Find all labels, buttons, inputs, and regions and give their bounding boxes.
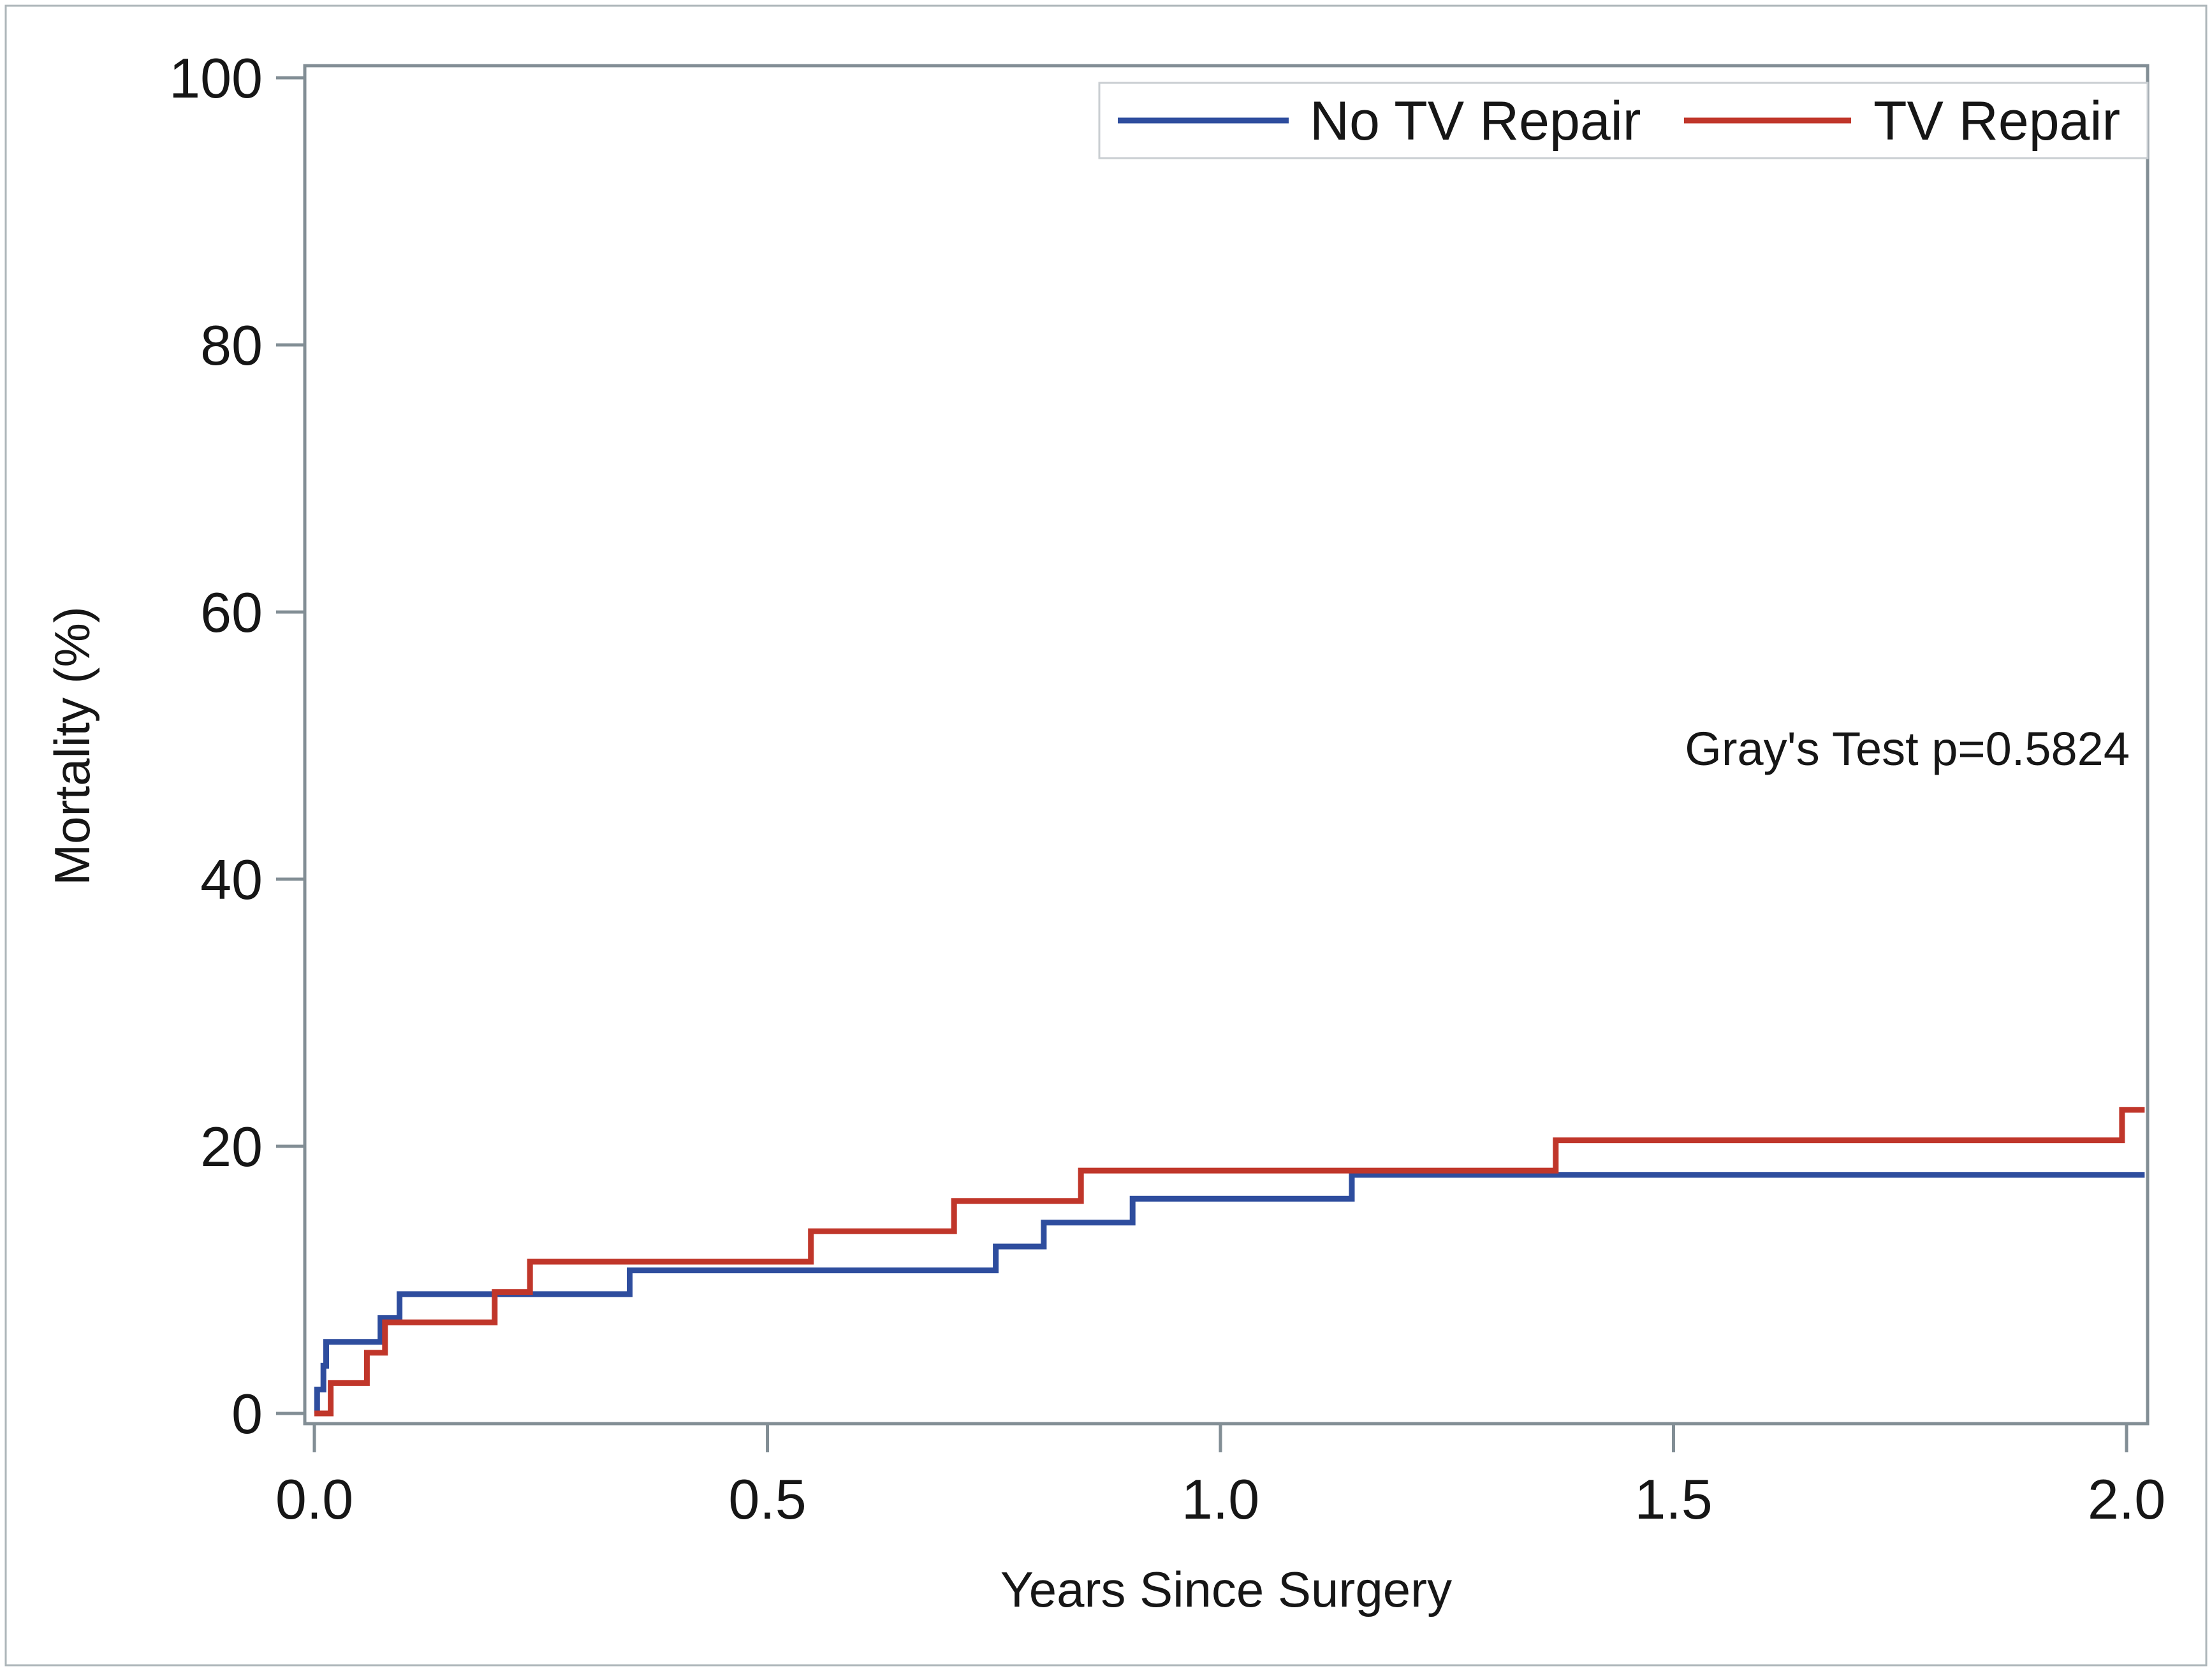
y-tick-label: 40 [200,848,263,911]
series-curve-no-tv-repair [314,1172,2145,1417]
y-tick-label: 0 [231,1382,263,1445]
legend-label-tv-repair: TV Repair [1873,91,2120,152]
x-tick-label: 1.0 [1182,1468,1259,1531]
grays-test-annotation: Gray's Test p=0.5824 [1685,722,2130,775]
figure-border [4,4,2208,1667]
x-tick-label: 0.0 [275,1468,353,1531]
x-tick-label: 2.0 [2088,1468,2165,1531]
y-tick-label: 80 [200,314,263,377]
y-tick-label: 20 [200,1115,263,1178]
x-tick-label: 1.5 [1634,1468,1712,1531]
y-axis: 0 20 40 60 80 100 [169,47,305,1445]
legend-label-no-tv-repair: No TV Repair [1310,91,1641,152]
y-axis-title: Mortality (%) [44,606,100,886]
series-curve-tv-repair [314,1107,2145,1417]
plot-frame [303,64,2150,1426]
legend: No TV Repair TV Repair [1098,82,2149,159]
x-tick-label: 0.5 [728,1468,806,1531]
y-tick-label: 100 [169,47,263,110]
y-tick-label: 60 [200,581,263,644]
x-axis-title: Years Since Surgery [1000,1561,1452,1617]
x-axis: 0.0 0.5 1.0 1.5 2.0 [275,1424,2165,1531]
series-curves [314,1107,2145,1417]
